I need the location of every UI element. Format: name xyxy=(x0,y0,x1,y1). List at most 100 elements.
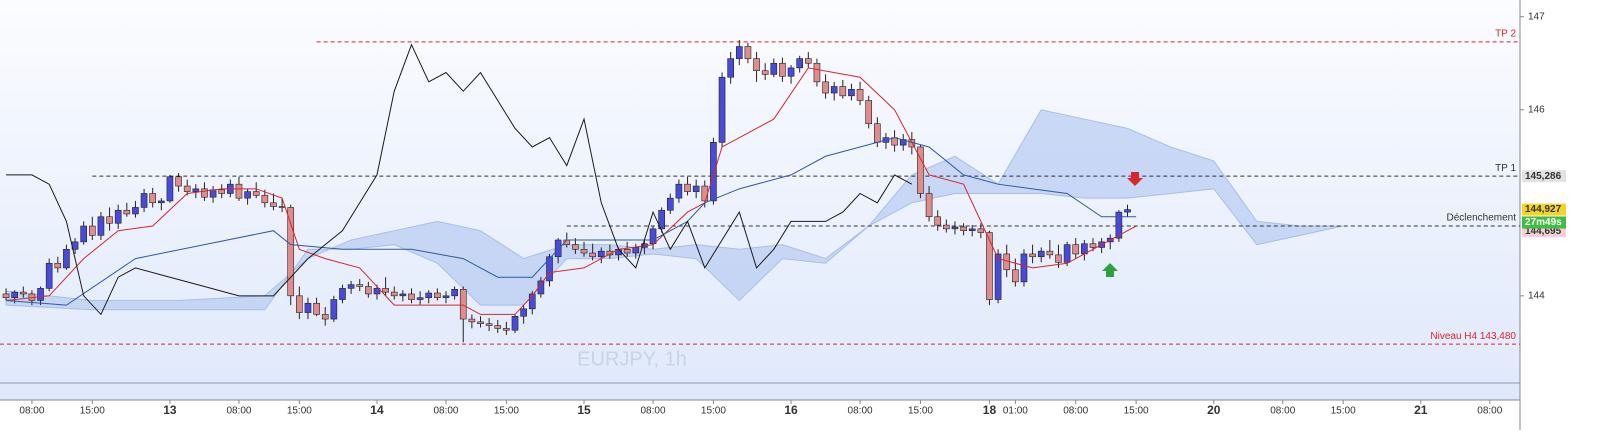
candle-body xyxy=(848,89,855,97)
candle-body xyxy=(727,58,734,78)
indicator-line xyxy=(6,137,1137,306)
candle-body xyxy=(459,289,467,320)
x-tick-label: 15:00 xyxy=(287,406,312,417)
candle-body xyxy=(132,207,139,215)
candle-body xyxy=(649,228,657,245)
candle-body xyxy=(994,253,1002,300)
candle-body xyxy=(822,81,829,94)
x-tick-label: 20 xyxy=(1207,403,1221,417)
x-tick-label: 18 xyxy=(983,403,997,417)
candle-body xyxy=(287,207,295,297)
candle-body xyxy=(856,89,864,101)
candle-body xyxy=(528,293,536,310)
candle-body xyxy=(977,228,985,233)
cloud xyxy=(5,109,1344,311)
x-tick-label: 15:00 xyxy=(908,406,933,417)
candle-body xyxy=(804,58,812,64)
candle-body xyxy=(744,46,752,59)
x-tick-label: 08:00 xyxy=(641,406,666,417)
candle-body xyxy=(1046,250,1054,256)
candle-body xyxy=(692,185,700,192)
candle-body xyxy=(485,323,493,326)
candle-body xyxy=(434,292,441,298)
level-label: Déclenchement xyxy=(1447,213,1517,224)
candle-body xyxy=(874,123,881,143)
candle-body xyxy=(451,289,458,297)
candle-body xyxy=(416,297,424,300)
x-tick-label: 15:00 xyxy=(1124,406,1149,417)
candle-body xyxy=(356,284,364,287)
candle-body xyxy=(934,216,942,226)
candle-body xyxy=(494,325,502,329)
candle-body xyxy=(97,216,105,236)
watermark: EURJPY, 1h xyxy=(577,348,687,370)
candle-body xyxy=(442,295,450,298)
price-tag-label: 144,695 xyxy=(1525,226,1562,237)
candle-body xyxy=(1012,269,1019,283)
candle-body xyxy=(408,293,415,300)
candle-body xyxy=(235,183,243,199)
candle-body xyxy=(865,100,873,125)
countdown: 27m49s xyxy=(1525,217,1562,228)
candle-body xyxy=(399,293,407,297)
candle-body xyxy=(270,202,277,207)
candle-body xyxy=(140,193,148,208)
candle-body xyxy=(917,146,924,194)
price-tag xyxy=(1522,203,1566,216)
x-tick-label: 08:00 xyxy=(848,406,873,417)
candle-body xyxy=(261,195,269,204)
candle-body xyxy=(296,295,303,313)
candle-body xyxy=(1037,250,1045,258)
candle-body xyxy=(149,193,157,204)
candle-body xyxy=(718,76,726,143)
x-tick-label: 01:00 xyxy=(1003,406,1028,417)
level-label: Niveau H4 143,480 xyxy=(1430,331,1516,342)
candle-body xyxy=(321,314,329,320)
candle-body xyxy=(1063,244,1071,263)
level-label: TP 2 xyxy=(1495,29,1516,40)
candle-body xyxy=(546,256,553,282)
x-tick-label: 08:00 xyxy=(1477,406,1502,417)
plot-background xyxy=(0,0,1520,400)
x-tick-label: 15:00 xyxy=(701,406,726,417)
candle-body xyxy=(106,216,113,224)
candle-body xyxy=(2,293,10,298)
candle-body xyxy=(813,62,821,83)
candle-body xyxy=(468,318,476,323)
y-tick-label: 147 xyxy=(1528,11,1545,22)
candle-body xyxy=(157,200,165,204)
x-tick-label: 08:00 xyxy=(1270,406,1295,417)
candle-body xyxy=(960,226,967,231)
candle-body xyxy=(925,193,933,218)
candle-body xyxy=(735,46,743,59)
x-tick-label: 15:00 xyxy=(494,406,519,417)
candle-body xyxy=(201,188,208,198)
price-tag-label: 145,286 xyxy=(1525,171,1562,182)
candle-body xyxy=(951,226,959,230)
candle-body xyxy=(623,249,631,254)
candle-body xyxy=(753,58,760,71)
sell-arrow xyxy=(1127,172,1143,186)
x-tick-label: 08:00 xyxy=(433,406,458,417)
candle-body xyxy=(1115,211,1123,239)
candle-body xyxy=(779,62,786,77)
candle-body xyxy=(968,228,976,231)
buy-arrow xyxy=(1102,263,1118,277)
candle-body xyxy=(1020,253,1028,283)
candle-body xyxy=(365,286,372,295)
candle-body xyxy=(209,189,217,198)
candle-body xyxy=(770,62,778,75)
x-tick-label: 08:00 xyxy=(19,406,44,417)
candle-body xyxy=(1029,253,1036,258)
candle-body xyxy=(520,308,527,317)
candle-body xyxy=(710,142,717,202)
price-tag xyxy=(1522,170,1566,183)
candle-body xyxy=(183,185,191,192)
candle-body xyxy=(88,225,96,236)
x-tick-label: 21 xyxy=(1414,403,1428,417)
candle-body xyxy=(580,249,588,254)
candle-body xyxy=(589,252,596,258)
candle-body xyxy=(606,250,614,256)
candle-body xyxy=(477,321,484,325)
